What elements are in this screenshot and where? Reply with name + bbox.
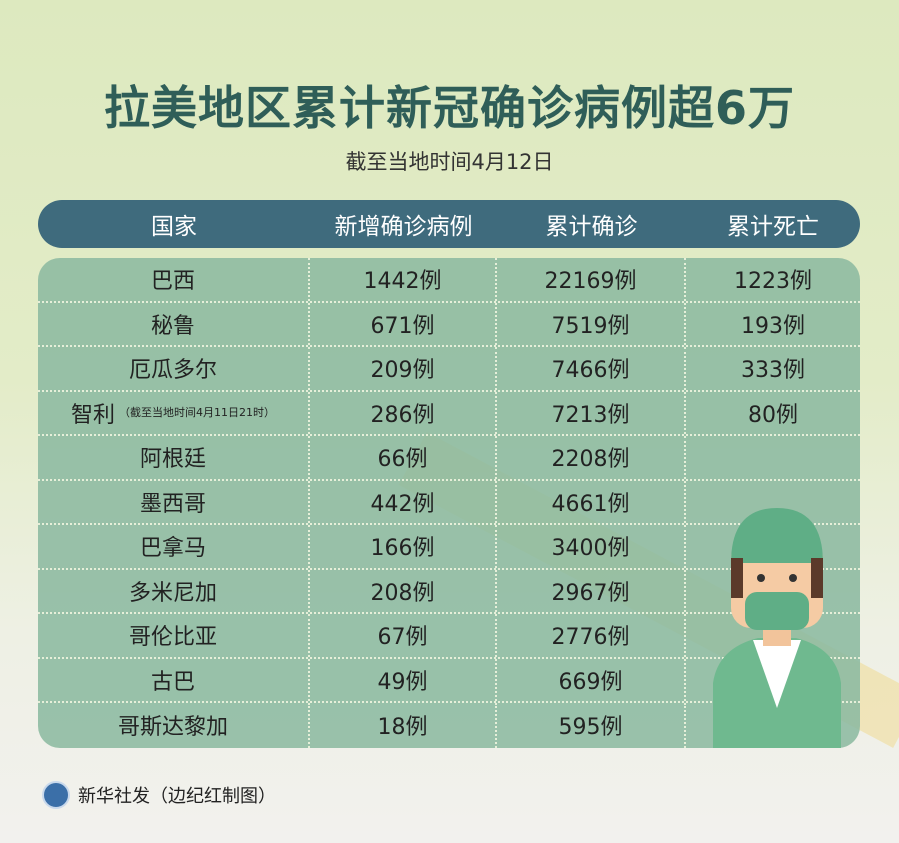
country-name: 古巴 xyxy=(150,669,195,695)
cell-new: 1442例 xyxy=(310,258,497,301)
cell-total: 7519例 xyxy=(497,302,686,345)
cell-total: 2208例 xyxy=(497,436,686,479)
table-row: 智利 （截至当地时间4月11日21时） 286例 7213例 80例 xyxy=(38,391,860,436)
country-name: 巴西 xyxy=(150,269,195,295)
cell-country: 多米尼加 xyxy=(38,569,310,612)
cell-country: 哥伦比亚 xyxy=(38,614,310,657)
cell-country: 阿根廷 xyxy=(38,436,310,479)
table-row: 巴西 1442例 22169例 1223例 xyxy=(38,258,860,303)
credit: 新华社发（边纪红制图） xyxy=(42,781,276,809)
country-name: 巴拿马 xyxy=(139,536,206,562)
cell-country: 秘鲁 xyxy=(38,302,310,345)
table-row: 哥斯达黎加 18例 595例 xyxy=(38,703,860,748)
cell-new: 66例 xyxy=(310,436,497,479)
cell-country: 巴拿马 xyxy=(38,525,310,568)
cell-country: 哥斯达黎加 xyxy=(38,703,310,748)
column-header-country: 国家 xyxy=(151,214,197,240)
cell-total: 3400例 xyxy=(497,525,686,568)
table-row: 巴拿马 166例 3400例 xyxy=(38,525,860,570)
cell-new: 286例 xyxy=(310,391,497,434)
country-name: 墨西哥 xyxy=(139,491,206,517)
table-header: 国家 新增确诊病例 累计确诊 累计死亡 xyxy=(38,200,860,248)
cell-total: 7213例 xyxy=(497,391,686,434)
country-name: 秘鲁 xyxy=(150,313,195,339)
cell-total: 7466例 xyxy=(497,347,686,390)
country-name: 多米尼加 xyxy=(128,580,217,606)
cell-new: 67例 xyxy=(310,614,497,657)
cell-new: 671例 xyxy=(310,302,497,345)
table-row: 秘鲁 671例 7519例 193例 xyxy=(38,302,860,347)
cell-country: 古巴 xyxy=(38,658,310,701)
table-row: 哥伦比亚 67例 2776例 xyxy=(38,614,860,659)
cell-total: 2776例 xyxy=(497,614,686,657)
cell-new: 208例 xyxy=(310,569,497,612)
doctor-illustration-icon xyxy=(713,508,841,748)
table-row: 多米尼加 208例 2967例 xyxy=(38,569,860,614)
column-header-total: 累计确诊 xyxy=(545,214,638,240)
country-note: （截至当地时间4月11日21时） xyxy=(119,406,275,420)
country-name: 哥斯达黎加 xyxy=(117,715,228,741)
cell-total: 669例 xyxy=(497,658,686,701)
table-body: 巴西 1442例 22169例 1223例秘鲁 671例 7519例 193例厄瓜多尔 209… xyxy=(38,258,860,748)
cell-country: 墨西哥 xyxy=(38,480,310,523)
cell-deaths: 193例 xyxy=(741,313,805,339)
cell-country: 巴西 xyxy=(38,258,310,301)
table-row: 阿根廷 66例 2208例 xyxy=(38,436,860,481)
cell-total: 4661例 xyxy=(497,480,686,523)
table-row: 墨西哥 442例 4661例 xyxy=(38,480,860,525)
column-header-new: 新增确诊病例 xyxy=(334,214,473,240)
cell-total: 2967例 xyxy=(497,569,686,612)
xinhua-logo-icon xyxy=(42,781,70,809)
cell-total: 22169例 xyxy=(497,258,686,301)
subtitle: 截至当地时间4月12日 xyxy=(345,150,554,174)
cell-total: 595例 xyxy=(497,703,686,748)
cell-country: 智利 （截至当地时间4月11日21时） xyxy=(38,391,310,434)
country-name: 厄瓜多尔 xyxy=(128,358,217,384)
cell-new: 18例 xyxy=(310,703,497,748)
cell-deaths xyxy=(686,436,860,479)
table-row: 古巴 49例 669例 xyxy=(38,658,860,703)
cell-new: 49例 xyxy=(310,658,497,701)
cell-deaths: 333例 xyxy=(741,358,805,384)
cell-deaths: 1223例 xyxy=(734,269,812,295)
country-name: 阿根廷 xyxy=(139,447,206,473)
credit-text: 新华社发（边纪红制图） xyxy=(78,786,276,807)
cell-new: 166例 xyxy=(310,525,497,568)
table-row: 厄瓜多尔 209例 7466例 333例 xyxy=(38,347,860,392)
cell-new: 209例 xyxy=(310,347,497,390)
country-name: 智利 xyxy=(70,402,115,428)
country-name: 哥伦比亚 xyxy=(128,625,217,651)
column-header-deaths: 累计死亡 xyxy=(727,214,819,240)
page-title: 拉美地区累计新冠确诊病例超6万 xyxy=(103,81,795,135)
cell-deaths: 80例 xyxy=(748,402,798,428)
cell-new: 442例 xyxy=(310,480,497,523)
cell-country: 厄瓜多尔 xyxy=(38,347,310,390)
